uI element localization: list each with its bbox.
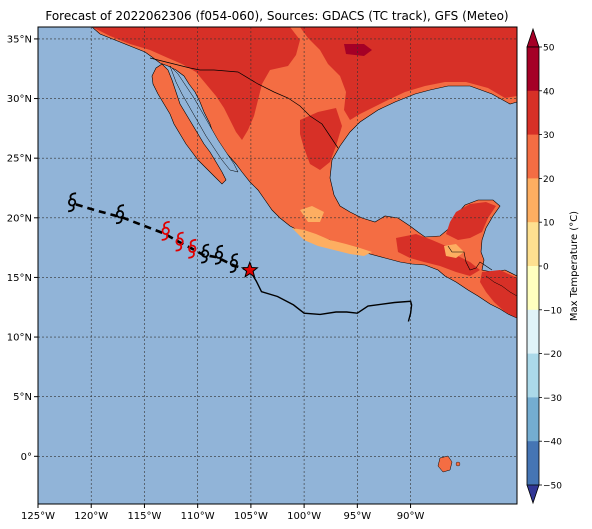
hot-region-south xyxy=(396,234,480,276)
hurricane-symbol-icon xyxy=(67,192,77,213)
map-panel xyxy=(37,26,518,505)
colorbar-segment xyxy=(527,47,539,92)
lat-tick-label: 0° xyxy=(21,452,32,463)
colorbar-tick-label: 0 xyxy=(543,263,549,273)
land-layer xyxy=(91,27,517,473)
gulf-of-california xyxy=(169,65,239,173)
land-baja-california xyxy=(151,63,227,185)
colorbar-segment xyxy=(527,309,539,355)
colorbar-segment xyxy=(527,178,539,223)
colorbar-extend-bottom xyxy=(526,484,540,505)
hurricane-symbol-icon xyxy=(115,204,125,225)
hot-region-yucatan xyxy=(446,202,496,240)
tc-current-position-star xyxy=(240,260,259,278)
lon-tick-label: 90°W xyxy=(397,511,425,522)
colorbar-tick-label: 10 xyxy=(543,219,555,229)
colorbar-tick-label: 40 xyxy=(543,87,555,97)
lon-tick-label: 110°W xyxy=(181,511,215,522)
colorbar-tick-label: 30 xyxy=(543,131,555,141)
tc-forecast-track xyxy=(72,202,251,272)
colorbar-tick-label: −50 xyxy=(543,482,562,492)
map-frame xyxy=(37,26,518,505)
colorbar-tick-label: −20 xyxy=(543,350,562,360)
lon-tick-label: 120°W xyxy=(74,511,108,522)
lon-tick-label: 100°W xyxy=(287,511,321,522)
lat-tick-label: 15°N xyxy=(7,273,32,284)
colorbar-segment xyxy=(527,397,539,442)
border-central-america xyxy=(485,275,517,297)
lon-tick-label: 115°W xyxy=(127,511,161,522)
colorbar-segment xyxy=(527,134,539,179)
lat-tick-label: 30°N xyxy=(7,94,32,105)
mild-region-coast xyxy=(292,228,372,256)
border-guatemala xyxy=(447,245,493,271)
colorbar-segment xyxy=(527,353,539,398)
colorbar-tick-label: 20 xyxy=(543,175,555,185)
colorbar-segment xyxy=(527,222,539,267)
colorbar-tick-label: 50 xyxy=(543,44,555,54)
hot-region-central-america xyxy=(480,270,517,318)
colorbar-segment xyxy=(527,441,539,486)
grid-lines xyxy=(38,27,517,504)
tc-forecast-symbols xyxy=(67,192,238,274)
colorbar-tick-label: −10 xyxy=(543,306,562,316)
lat-tick-label: 20°N xyxy=(7,213,32,224)
hurricane-symbol-icon xyxy=(201,243,210,264)
colorbar-extend-top xyxy=(526,27,540,48)
very-hot-spot xyxy=(344,44,372,56)
colorbar-segment xyxy=(527,266,539,311)
lon-tick-label: 105°W xyxy=(234,511,268,522)
lat-tick-label: 5°N xyxy=(13,392,32,403)
figure-title: Forecast of 2022062306 (f054-060), Sourc… xyxy=(45,9,508,23)
lat-tick-labels: 35°N 30°N 25°N 20°N 15°N 10°N 5°N 0° xyxy=(7,34,38,463)
colorbar-tick-label: −40 xyxy=(543,438,562,448)
colorbar-segment xyxy=(527,90,539,136)
hot-region-interior xyxy=(300,108,342,170)
tc-past-track xyxy=(249,269,413,322)
border-us-mexico xyxy=(149,57,339,149)
lat-tick-label: 25°N xyxy=(7,154,32,165)
lat-tick-label: 10°N xyxy=(7,333,32,344)
lon-tick-labels: 125°W 120°W 115°W 110°W 105°W 100°W 95°W 90°W xyxy=(21,504,424,522)
hurricane-symbol-icon xyxy=(214,244,224,265)
hot-region-southwest xyxy=(92,27,300,140)
lon-tick-label: 95°W xyxy=(344,511,372,522)
hurricane-symbol-icon xyxy=(188,238,197,259)
tc-layer xyxy=(67,192,413,322)
hurricane-symbol-icon xyxy=(175,231,184,252)
hurricane-symbol-icon xyxy=(229,253,238,274)
colorbar-label: Max Temperature (°C) xyxy=(569,211,580,321)
lat-tick-label: 35°N xyxy=(7,34,32,45)
hurricane-symbol-icon xyxy=(161,220,170,241)
land-galapagos-islet xyxy=(455,461,461,467)
colorbar: 50 40 30 20 10 0 −10 −20 −30 −40 −50 xyxy=(526,27,562,505)
lon-tick-label: 125°W xyxy=(21,511,55,522)
colorbar-tick-label: −30 xyxy=(543,394,562,404)
